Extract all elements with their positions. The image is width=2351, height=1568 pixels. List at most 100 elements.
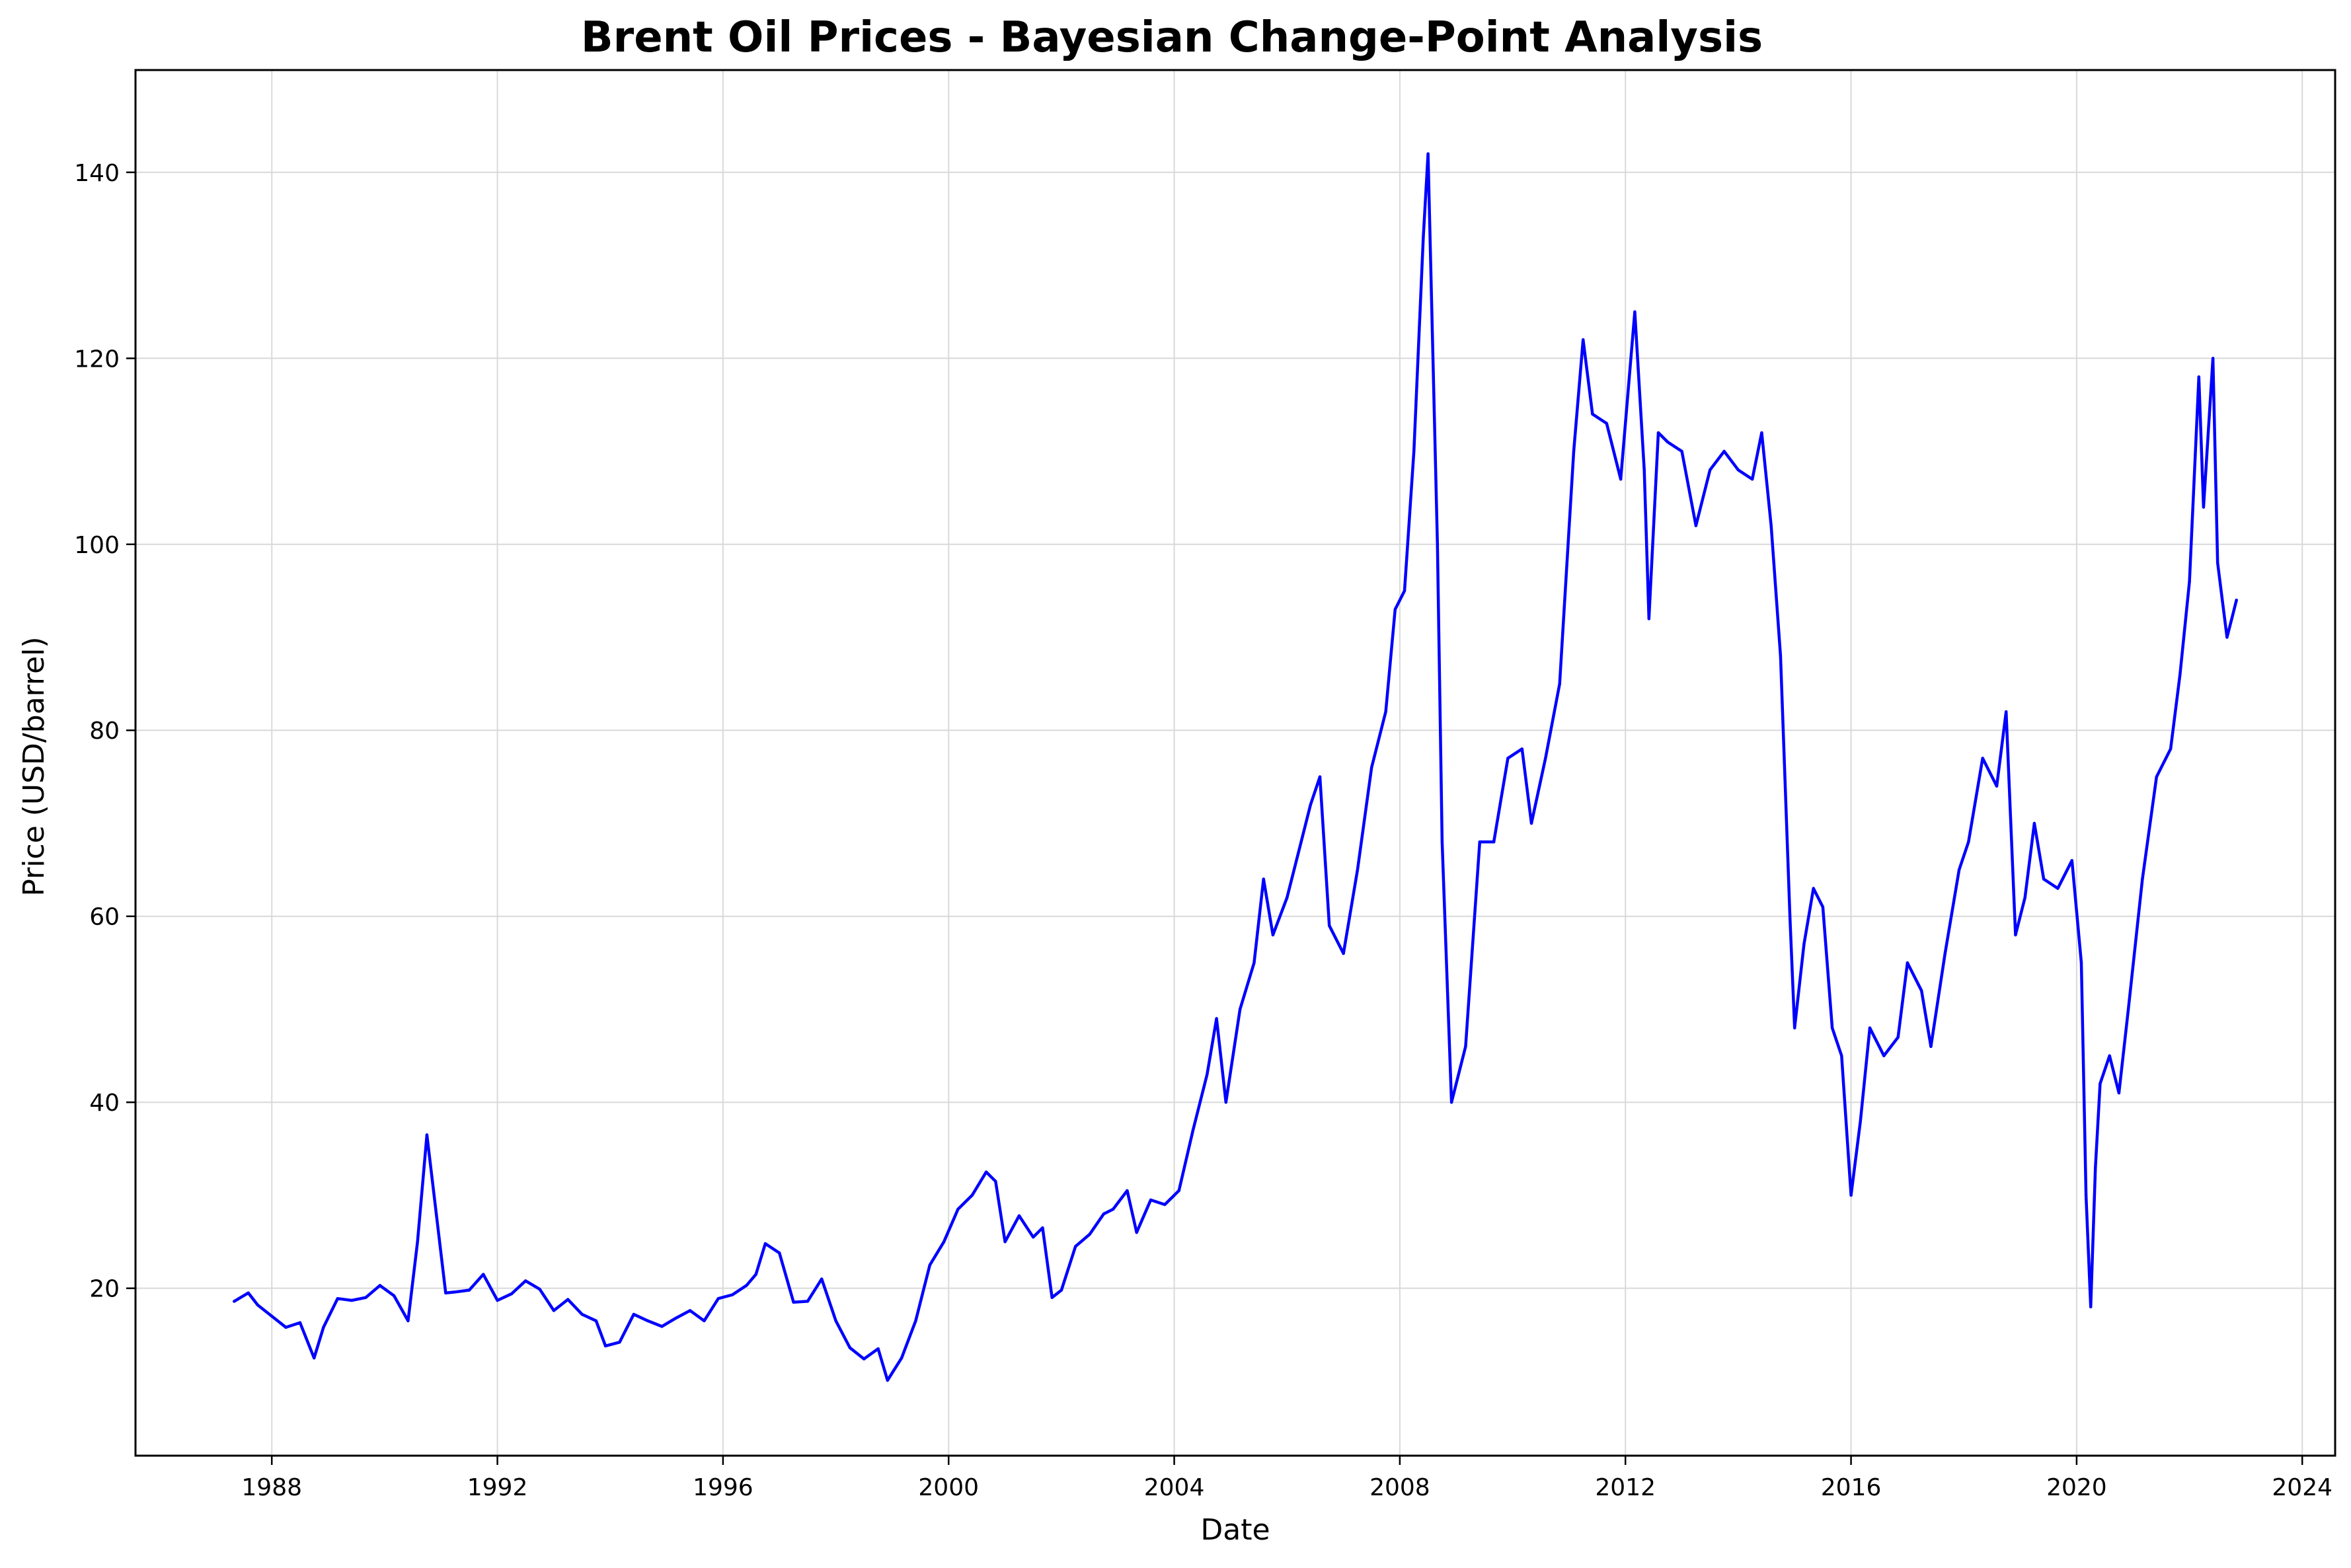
data-point (270, 1314, 274, 1318)
data-point (1520, 747, 1523, 751)
data-point (1788, 915, 1792, 918)
data-point (1299, 840, 1303, 844)
data-point (820, 1277, 824, 1281)
data-point (233, 1300, 236, 1303)
data-point (1191, 1129, 1195, 1132)
data-point (2023, 896, 2026, 899)
data-point (1506, 757, 1510, 760)
data-point (1882, 1054, 1886, 1058)
data-point (886, 1378, 890, 1382)
data-point (1041, 1226, 1044, 1230)
data-point (1074, 1245, 1077, 1248)
data-point (792, 1300, 795, 1304)
data-point (1920, 989, 1923, 992)
data-point (425, 1133, 429, 1137)
chart-title: Brent Oil Prices - Bayesian Change-Point… (581, 13, 1763, 62)
x-axis-label: Date (1200, 1513, 1270, 1547)
data-point (1356, 868, 1360, 872)
data-point (1206, 1072, 1209, 1076)
data-point (416, 1240, 419, 1244)
data-point (1694, 524, 1698, 527)
data-point (848, 1346, 852, 1349)
data-point (716, 1297, 720, 1300)
data-point (2155, 775, 2158, 778)
data-point (2178, 673, 2182, 676)
data-point (1253, 961, 1256, 965)
data-point (646, 1319, 650, 1323)
data-point (863, 1357, 866, 1361)
x-tick-label: 1996 (693, 1474, 753, 1501)
data-point (618, 1341, 621, 1344)
data-point (496, 1298, 499, 1302)
data-point (1821, 905, 1825, 909)
data-point (1126, 1189, 1129, 1193)
data-point (834, 1319, 837, 1323)
data-point (2211, 357, 2215, 360)
data-point (763, 1242, 767, 1246)
x-tick-label: 1988 (241, 1474, 302, 1501)
data-point (1760, 431, 1763, 435)
data-point (1802, 942, 1806, 946)
data-point (1906, 961, 1909, 965)
data-point (1666, 440, 1670, 444)
data-point (538, 1287, 541, 1291)
data-point (745, 1284, 748, 1287)
data-point (1812, 887, 1815, 890)
data-point (392, 1294, 396, 1298)
data-point (1050, 1296, 1054, 1299)
data-point (1793, 1026, 1796, 1029)
data-point (1492, 840, 1496, 844)
data-point (524, 1279, 527, 1283)
data-point (1582, 338, 1585, 342)
data-point (1271, 933, 1275, 937)
data-point (1943, 952, 1946, 955)
y-axis-ticks: 20 40 60 80 100 120 140 (74, 160, 135, 1303)
x-tick-label: 2008 (1369, 1474, 1430, 1501)
data-point (284, 1325, 288, 1329)
data-point (2089, 1305, 2093, 1309)
data-point (2099, 1082, 2102, 1086)
data-point (942, 1240, 946, 1244)
data-point (674, 1316, 677, 1320)
data-point (434, 1212, 438, 1216)
data-point (928, 1263, 932, 1267)
data-point (1370, 766, 1373, 769)
x-tick-label: 1992 (467, 1474, 528, 1501)
data-point (2126, 1008, 2130, 1011)
data-point (1436, 542, 1439, 546)
data-point (1736, 468, 1740, 472)
data-point (378, 1284, 381, 1287)
data-point (467, 1288, 471, 1292)
data-point (2108, 1054, 2111, 1058)
data-point (1478, 840, 1481, 844)
data-point (2014, 933, 2017, 937)
data-point (2070, 859, 2073, 862)
data-point (1709, 468, 1712, 472)
y-tick-label: 80 (89, 718, 120, 745)
data-point (510, 1292, 514, 1296)
y-tick-label: 40 (89, 1090, 120, 1117)
data-point (900, 1357, 904, 1360)
x-tick-label: 2000 (918, 1474, 979, 1501)
data-point (603, 1344, 607, 1348)
data-point (1619, 478, 1623, 481)
data-point (1656, 431, 1660, 435)
data-point (1318, 775, 1322, 778)
data-point (1558, 682, 1561, 686)
data-point (1647, 617, 1650, 620)
data-point (580, 1312, 584, 1316)
data-point (688, 1309, 692, 1312)
data-point (1384, 710, 1387, 714)
data-point (444, 1291, 447, 1294)
data-point (482, 1273, 485, 1276)
data-point (876, 1347, 880, 1351)
x-axis-ticks: 1988 1992 1996 2000 2004 2008 2012 2016 2020 2024 (241, 1456, 2332, 1501)
data-point (1995, 784, 1999, 788)
data-point (1215, 1017, 1218, 1020)
data-point (2197, 375, 2200, 379)
data-point (406, 1319, 410, 1323)
data-point (994, 1179, 997, 1183)
data-point (754, 1273, 757, 1276)
data-point (1088, 1232, 1091, 1236)
data-point (2094, 1166, 2097, 1169)
